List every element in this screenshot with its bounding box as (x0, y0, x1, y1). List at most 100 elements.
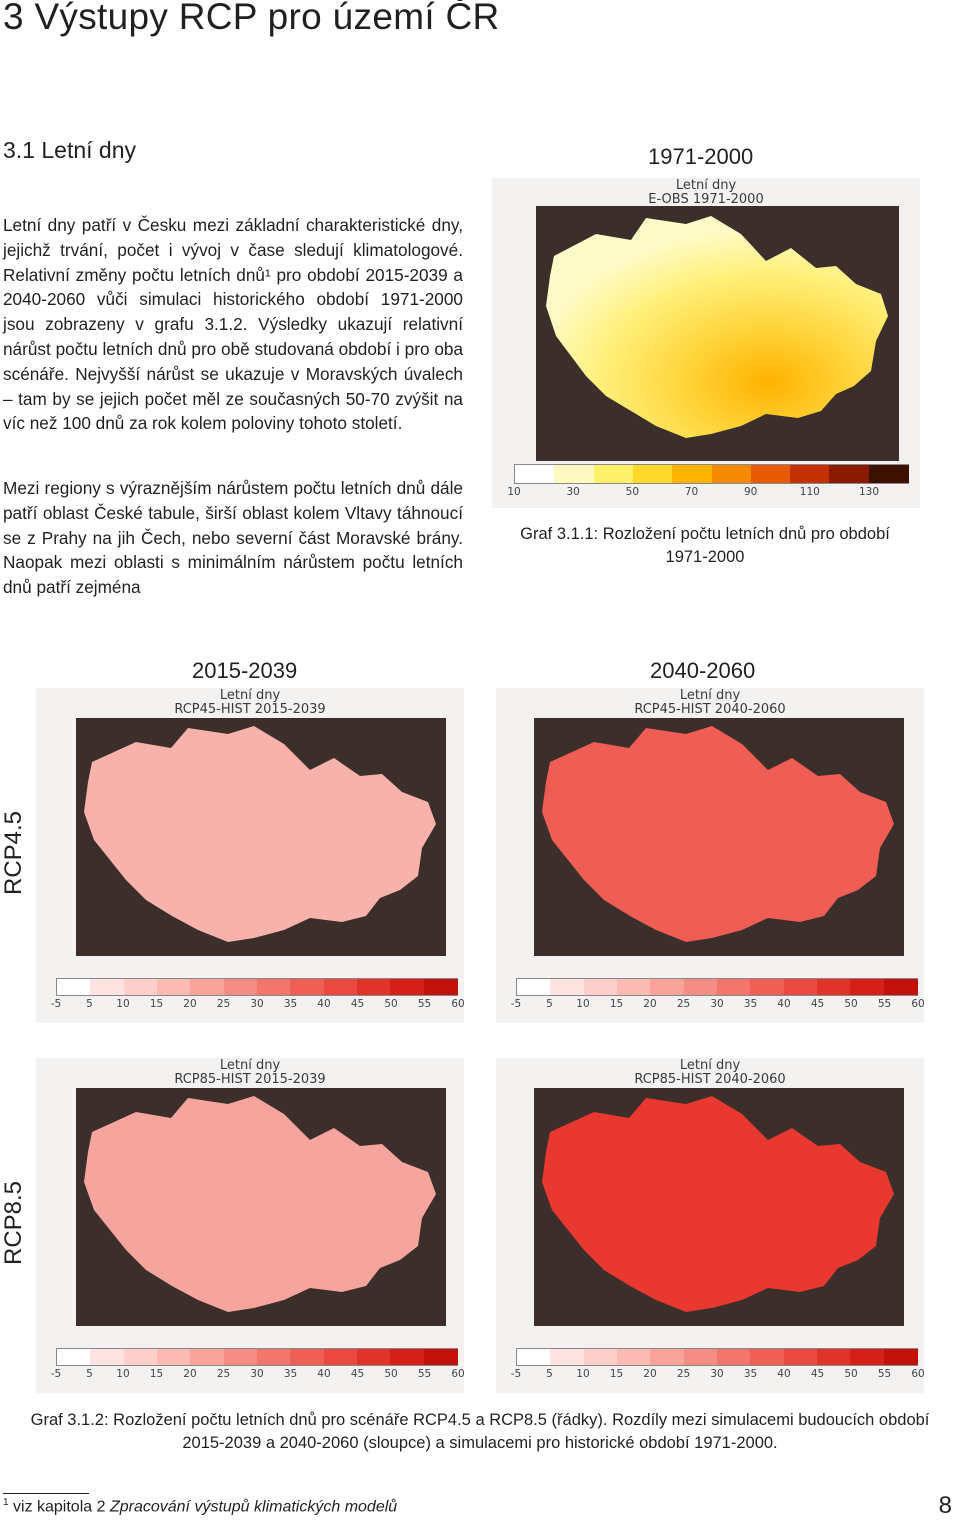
colorbar-tick-label: 30 (250, 998, 264, 1010)
colorbar-tick-label: 10 (576, 1368, 590, 1380)
caption-graf-3-1-2: Graf 3.1.2: Rozložení počtu letních dnů … (30, 1411, 930, 1452)
colorbar-top (514, 464, 910, 484)
colorbar-tick-label: 20 (643, 998, 657, 1010)
colorbar-segment (554, 465, 595, 483)
colorbar (516, 978, 919, 996)
colorbar-segment (90, 1349, 125, 1365)
footnote-mark: 1 (3, 1497, 9, 1508)
colorbar-tick-label: 20 (183, 998, 197, 1010)
colorbar (56, 1348, 459, 1366)
colorbar-segment (650, 979, 685, 995)
colorbar-segment (223, 1349, 259, 1365)
map-title-line2: RCP45-HIST 2040-2060 (634, 702, 786, 717)
map-figure-eobs: Letní dny E-OBS 1971-2000 10 30 50 70 90 110 1… (492, 178, 920, 508)
colorbar-segment (123, 1349, 159, 1365)
colorbar-tick-label: 60 (911, 998, 925, 1010)
colorbar-segment (290, 1349, 325, 1365)
colorbar-tick-label: 50 (625, 486, 640, 498)
colorbar-segment (750, 979, 785, 995)
map-title-line2: RCP85-HIST 2015-2039 (174, 1072, 326, 1087)
colorbar-tick-label: 10 (576, 998, 590, 1010)
map-title-line1: Letní dny (219, 1058, 281, 1073)
colorbar-segment (90, 979, 125, 995)
colorbar-segment (632, 465, 674, 483)
colorbar-segment (357, 1349, 392, 1365)
caption-graf-3-1-1: Graf 3.1.1: Rozložení počtu letních dnů … (520, 525, 890, 566)
colorbar-tick-label: 25 (676, 1368, 691, 1380)
colorbar-segment (57, 1349, 92, 1365)
colorbar-tick-label: 35 (743, 1368, 758, 1380)
colorbar-tick-label: 15 (149, 1368, 164, 1380)
colorbar-tick-label: 50 (844, 1368, 858, 1380)
map-rcp45-2040-2060: Letní dny RCP45-HIST 2040-2060 -5 5 10 15 20… (496, 688, 925, 1023)
colorbar-tick-label: -5 (50, 998, 62, 1010)
colorbar-top-ticks: 10 30 50 70 90 110 130 (507, 486, 879, 500)
colorbar-tick-label: 60 (451, 1368, 465, 1380)
colorbar-tick-label: 20 (643, 1368, 657, 1380)
colorbar-segment (617, 1349, 652, 1365)
colorbar-segment (783, 979, 819, 995)
colorbar-tick-label: 55 (877, 1368, 892, 1380)
colorbar-segment (390, 979, 425, 995)
colorbar-ticks: -5 5 10 15 20 25 30 35 40 45 50 55 60 (511, 998, 925, 1012)
map-area (536, 206, 899, 461)
colorbar-segment (517, 1349, 552, 1365)
colorbar-segment (790, 465, 831, 483)
map-title-line1: Letní dny (675, 178, 737, 193)
colorbar-tick-label: 5 (86, 998, 93, 1010)
paragraph-1: Letní dny patří v Česku mezi základní ch… (3, 215, 463, 434)
footnote-text: viz kapitola 2 (8, 1498, 110, 1516)
colorbar-tick-label: 130 (858, 486, 880, 498)
colorbar-segment (190, 1349, 225, 1365)
colorbar-segment (817, 1349, 852, 1365)
colorbar-segment (750, 1349, 785, 1365)
colorbar-segment (423, 1349, 459, 1365)
colorbar-segment (550, 1349, 585, 1365)
footnote: 1 viz kapitola 2 Zpracování výstupů klim… (3, 1497, 397, 1516)
colorbar-tick-label: 10 (116, 1368, 130, 1380)
colorbar-tick-label: 35 (743, 998, 758, 1010)
colorbar-segment (850, 979, 885, 995)
colorbar-tick-label: 30 (250, 1368, 264, 1380)
colorbar-tick-label: 70 (684, 486, 699, 498)
map-title-line2: RCP45-HIST 2015-2039 (174, 702, 326, 717)
colorbar-tick-label: 15 (609, 998, 624, 1010)
colorbar-tick-label: 55 (417, 1368, 432, 1380)
row-label-rcp45: RCP4.5 (0, 810, 27, 895)
colorbar-tick-label: 15 (609, 1368, 624, 1380)
colorbar-tick-label: 45 (350, 1368, 365, 1380)
colorbar-segment (157, 979, 192, 995)
colorbar-segment (583, 1349, 619, 1365)
colorbar (56, 978, 459, 996)
colorbar-tick-label: 60 (911, 1368, 925, 1380)
map-area (76, 718, 446, 956)
colorbar-segment (583, 979, 619, 995)
colorbar-segment (357, 979, 392, 995)
colorbar-segment (868, 465, 910, 483)
colorbar-tick-label: 90 (743, 486, 758, 498)
colorbar-segment (717, 1349, 752, 1365)
section-title: 3.1 Letní dny (3, 137, 136, 163)
czech-map-yellow (546, 216, 888, 438)
colorbar-tick-label: 10 (507, 486, 521, 498)
czech-map-dark (542, 1096, 894, 1312)
row-label-rcp85: RCP8.5 (0, 1180, 27, 1265)
colorbar-tick-label: -5 (510, 998, 522, 1010)
colorbar-ticks: -5 5 10 15 20 25 30 35 40 45 50 55 60 (51, 1368, 465, 1382)
footnote-italic: Zpracování výstupů klimatických modelů (109, 1498, 398, 1516)
page-number: 8 (938, 1492, 952, 1519)
paragraph-2: Mezi regiony s výraznějším nárůstem počt… (3, 478, 463, 598)
colorbar-segment (123, 979, 159, 995)
map-rcp85-2040-2060: Letní dny RCP85-HIST 2040-2060 -5 5 10 15 20… (496, 1058, 925, 1393)
colorbar-ticks: -5 5 10 15 20 25 30 35 40 45 50 55 60 (51, 998, 465, 1012)
colorbar-segment (515, 465, 556, 483)
colorbar-segment (157, 1349, 192, 1365)
colorbar-segment (883, 1349, 919, 1365)
colorbar-segment (323, 1349, 359, 1365)
colorbar-segment (257, 1349, 292, 1365)
colorbar-tick-label: 30 (710, 998, 724, 1010)
colorbar (516, 1348, 919, 1366)
colorbar-segment (550, 979, 585, 995)
colorbar-ticks: -5 5 10 15 20 25 30 35 40 45 50 55 60 (511, 1368, 925, 1382)
colorbar-segment (223, 979, 259, 995)
